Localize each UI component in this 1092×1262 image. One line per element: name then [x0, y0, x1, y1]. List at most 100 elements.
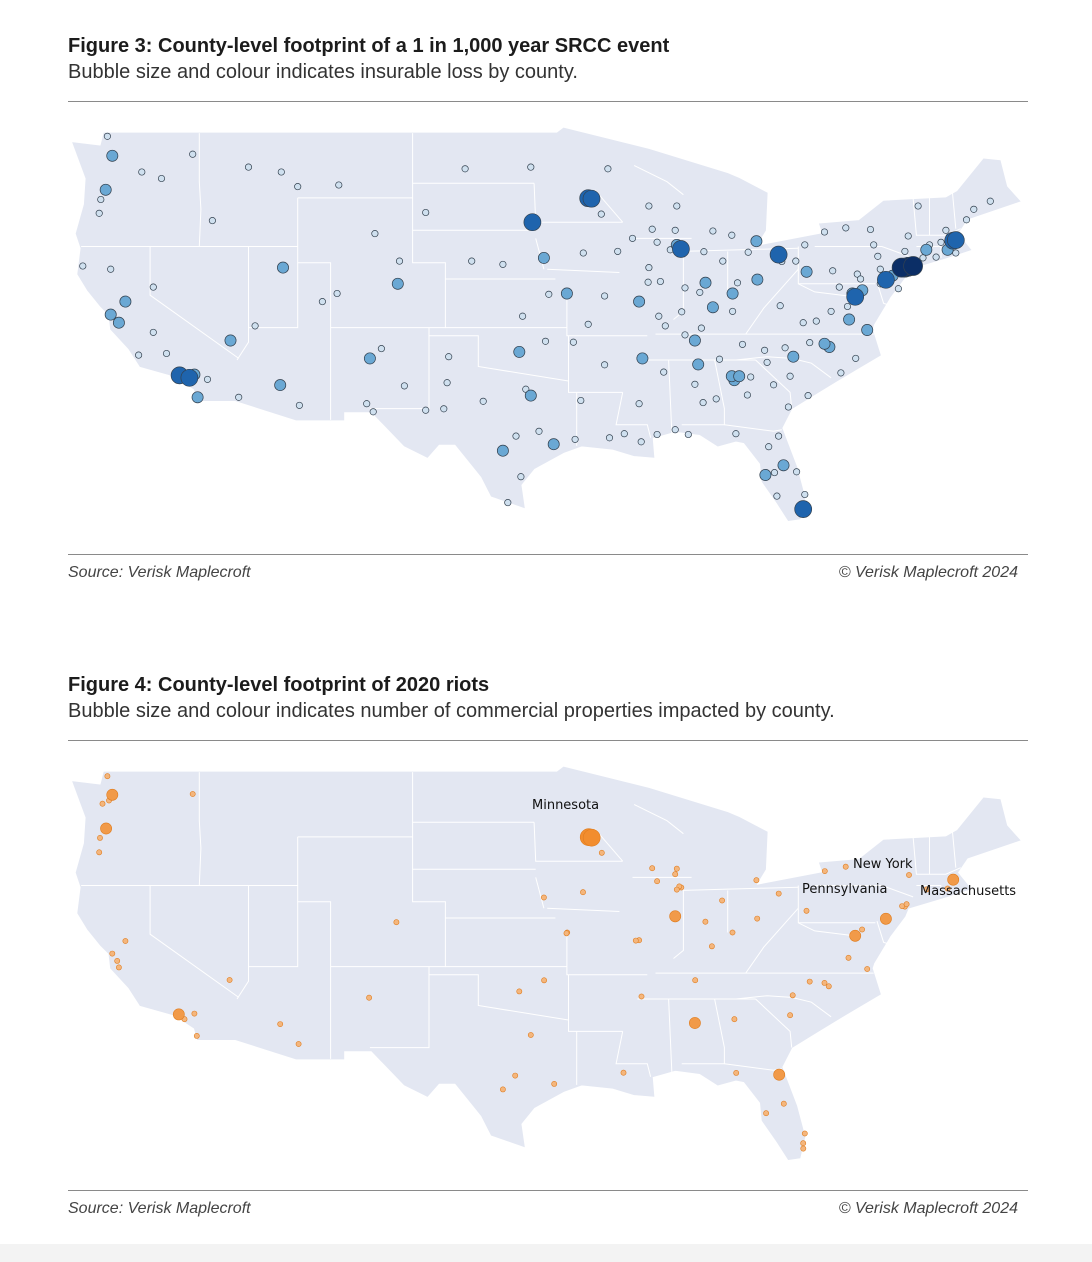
county-bubble	[692, 977, 699, 984]
county-bubble	[517, 473, 525, 481]
county-bubble	[628, 234, 637, 242]
county-bubble	[709, 227, 717, 235]
county-bubble	[773, 492, 781, 500]
county-bubble	[733, 370, 746, 383]
county-bubble	[681, 284, 689, 292]
county-bubble	[818, 337, 831, 350]
county-bubble	[904, 232, 912, 240]
state-border	[681, 359, 725, 426]
county-bubble	[821, 979, 828, 986]
county-bubble	[728, 231, 736, 239]
county-bubble	[295, 1041, 302, 1047]
county-bubble	[861, 324, 874, 336]
county-bubble	[513, 345, 526, 358]
county-bubble	[894, 285, 902, 293]
county-bubble	[138, 168, 146, 176]
county-bubble	[853, 270, 861, 278]
state-border	[615, 1031, 652, 1077]
county-bubble	[535, 427, 543, 435]
state-border	[745, 907, 799, 974]
county-bubble	[104, 773, 111, 780]
county-bubble	[422, 406, 430, 414]
county-bubble	[761, 346, 769, 354]
figure-3-bottom-rule	[68, 554, 1028, 555]
county-bubble	[95, 209, 103, 217]
county-bubble	[932, 253, 940, 261]
county-bubble	[671, 426, 679, 434]
county-bubble	[636, 352, 649, 365]
state-border	[369, 327, 430, 410]
county-bubble	[770, 381, 778, 389]
county-bubble	[655, 312, 663, 320]
county-bubble	[440, 405, 448, 413]
county-bubble	[903, 901, 910, 908]
county-bubble	[780, 1100, 787, 1107]
county-bubble	[671, 226, 679, 234]
county-bubble	[135, 351, 143, 359]
county-bubble	[763, 358, 771, 366]
county-bubble	[107, 265, 115, 273]
county-bubble	[763, 1110, 769, 1117]
state-border	[330, 772, 446, 968]
county-bubble	[203, 375, 212, 383]
county-bubble	[189, 150, 197, 158]
state-border	[668, 359, 673, 435]
county-bubble	[479, 397, 487, 405]
county-bubble	[801, 490, 809, 499]
county-bubble	[866, 225, 875, 234]
county-bubble	[598, 849, 605, 856]
county-bubble	[251, 322, 259, 330]
county-bubble	[843, 302, 852, 311]
county-bubble	[579, 249, 587, 257]
county-bubble	[835, 283, 843, 291]
county-bubble	[551, 1080, 558, 1087]
county-bubble	[106, 788, 119, 801]
state-border	[297, 836, 332, 1059]
state-border	[876, 282, 889, 306]
state-border	[814, 885, 914, 898]
figure-4: Figure 4: County-level footprint of 2020…	[68, 672, 1028, 1217]
county-bubble	[582, 189, 601, 208]
county-bubble	[786, 372, 794, 380]
county-bubble	[719, 257, 727, 265]
state-border	[683, 886, 799, 891]
county-bubble	[537, 251, 550, 264]
county-bubble	[114, 957, 121, 964]
county-bubble	[545, 290, 553, 298]
county-bubble	[294, 183, 302, 191]
county-bubble	[673, 202, 681, 210]
county-bubble	[952, 249, 960, 257]
county-bubble	[569, 338, 577, 346]
county-bubble	[743, 391, 751, 399]
county-bubble	[461, 165, 469, 173]
county-bubble	[747, 373, 755, 381]
county-bubble	[541, 977, 547, 984]
county-bubble	[794, 500, 813, 518]
county-bubble	[820, 228, 829, 236]
county-bubble	[191, 1010, 198, 1017]
county-bubble	[649, 865, 656, 872]
county-bubble	[719, 897, 725, 904]
county-bubble	[149, 328, 157, 336]
county-bubble	[277, 168, 285, 176]
county-bubble	[632, 937, 639, 944]
county-bubble	[700, 248, 708, 256]
county-bubble	[277, 261, 289, 274]
county-bubble	[208, 217, 216, 225]
county-bubble	[645, 202, 653, 210]
county-bubble	[706, 301, 719, 314]
county-bubble	[577, 396, 585, 405]
county-bubble	[800, 1140, 807, 1147]
county-bubble	[660, 368, 668, 376]
state-border	[755, 359, 793, 409]
county-bubble	[799, 319, 807, 327]
county-bubble	[620, 1069, 627, 1076]
county-bubble	[776, 302, 784, 310]
county-bubble	[191, 391, 204, 404]
county-bubble	[751, 273, 764, 286]
county-bubble	[803, 907, 810, 914]
state-border	[798, 283, 855, 298]
county-bubble	[789, 992, 796, 999]
figure-4-top-rule	[68, 740, 1028, 741]
county-bubble	[393, 919, 400, 926]
